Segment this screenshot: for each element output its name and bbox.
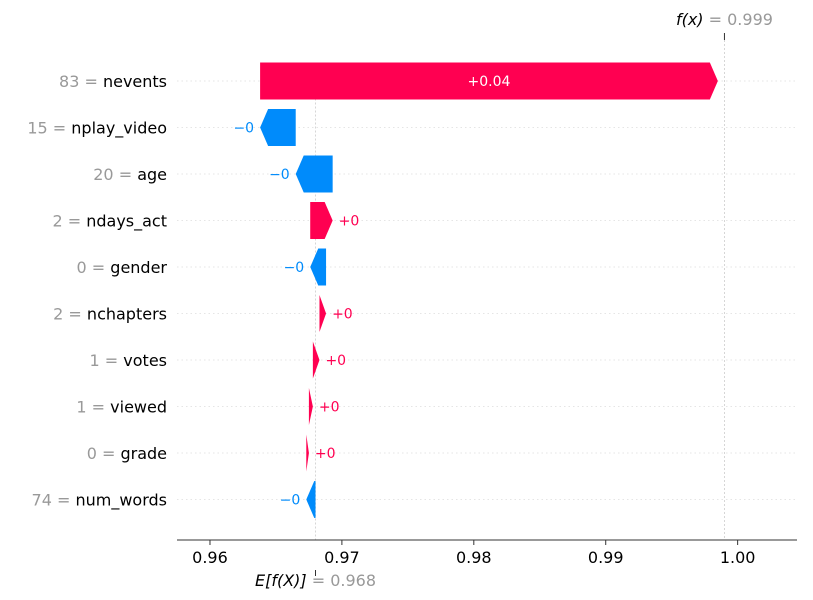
feature-name: num_words (75, 491, 167, 511)
bar-value-label: +0 (325, 353, 346, 369)
feature-name: nchapters (87, 305, 167, 324)
feature-value: 15 = (27, 119, 71, 138)
base-value-label: E[f(X)] = 0.968 (255, 571, 376, 590)
bar-grade (306, 434, 309, 472)
feature-value: 1 = (76, 398, 110, 417)
value-annotations: E[f(X)] = 0.968 f(x) = 0.999 (255, 10, 773, 590)
bar-age (295, 155, 333, 193)
x-tick-label: 0.97 (324, 548, 360, 567)
output-value-number: = 0.999 (709, 10, 773, 29)
feature-name: grade (120, 444, 167, 463)
feature-label: 20 = age (93, 165, 167, 184)
feature-label: 1 = viewed (76, 398, 167, 417)
feature-name: nplay_video (71, 119, 167, 139)
feature-value: 0 = (77, 258, 111, 277)
bar-gender (310, 248, 327, 286)
reference-lines (315, 33, 725, 540)
base-value-name: E[f(X)] (255, 571, 312, 590)
x-tick-label: 0.99 (588, 548, 624, 567)
feature-name: ndays_act (86, 212, 167, 232)
output-value-name: f(x) (676, 10, 709, 29)
feature-label: 0 = gender (77, 258, 168, 277)
feature-value: 0 = (87, 444, 121, 463)
feature-label: 0 = grade (87, 444, 167, 463)
x-tick-label: 0.96 (192, 548, 228, 567)
feature-value: 2 = (53, 305, 87, 324)
feature-label: 2 = ndays_act (52, 212, 167, 232)
feature-value: 74 = (32, 491, 76, 510)
feature-label: 74 = num_words (32, 491, 167, 511)
bar-nevents (260, 62, 718, 100)
feature-name: votes (123, 351, 167, 370)
feature-label: 15 = nplay_video (27, 119, 167, 139)
feature-label: 83 = nevents (59, 72, 167, 91)
output-value-label: f(x) = 0.999 (676, 10, 773, 29)
bar-num_words (306, 481, 316, 518)
feature-name: age (137, 165, 167, 184)
bar-viewed (308, 388, 313, 425)
feature-label: 2 = nchapters (53, 305, 167, 324)
bar-value-label: −0 (284, 260, 305, 276)
bar-value-label: +0 (315, 446, 336, 462)
feature-labels: 83 = nevents 15 = nplay_video 20 = age 2 = … (27, 72, 167, 511)
base-value-number: = 0.968 (312, 571, 376, 590)
bar-value-label: +0 (319, 400, 340, 416)
x-tick-label: 1.00 (720, 548, 756, 567)
feature-name: gender (110, 258, 167, 277)
bar-ndays_act (310, 202, 333, 239)
bar-value-label: −0 (280, 493, 301, 509)
bar-nchapters (319, 295, 327, 332)
bar-value-label: +0 (339, 214, 360, 230)
bar-value-label: −0 (233, 121, 254, 137)
feature-value: 1 = (90, 351, 124, 370)
feature-value: 83 = (59, 72, 103, 91)
bar-value-label: +0.04 (468, 74, 511, 90)
bar-value-label: +0 (332, 307, 353, 323)
bar-votes (312, 341, 320, 379)
bar-value-label: −0 (269, 167, 290, 183)
feature-name: nevents (103, 72, 167, 91)
x-tick-label: 0.98 (456, 548, 492, 567)
x-axis: 0.96 0.97 0.98 0.99 1.00 (177, 539, 797, 567)
bar-nplay_video (260, 109, 296, 146)
feature-value: 20 = (93, 165, 137, 184)
feature-value: 2 = (52, 212, 86, 231)
feature-label: 1 = votes (90, 351, 167, 370)
feature-name: viewed (110, 398, 167, 417)
bars-group: +0.04 −0 −0 +0 −0 +0 +0 +0 +0 −0 (233, 62, 718, 518)
